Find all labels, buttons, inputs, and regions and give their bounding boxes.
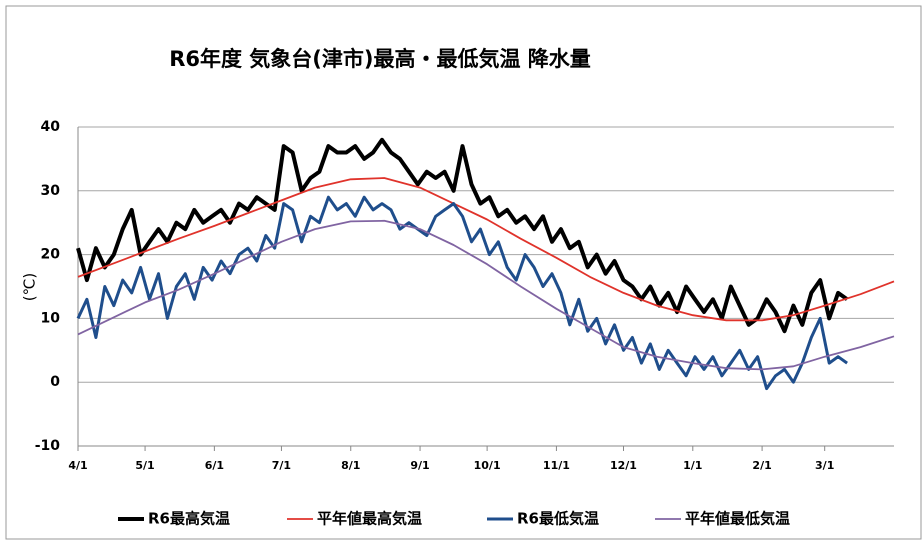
x-tick-label: 1/1 xyxy=(683,459,702,472)
frame xyxy=(5,5,922,540)
y-tick-label: 40 xyxy=(41,119,61,135)
y-tick-label: 20 xyxy=(41,247,61,263)
legend-label: 平年値最高気温 xyxy=(317,510,422,528)
y-tick-label: -10 xyxy=(35,438,61,454)
y-tick-label: 0 xyxy=(50,374,60,390)
y-tick-label: 10 xyxy=(41,310,61,326)
x-tick-label: 3/1 xyxy=(815,459,834,472)
x-tick-label: 6/1 xyxy=(205,459,224,472)
y-tick-label: 30 xyxy=(41,183,61,199)
series-line xyxy=(77,219,895,371)
legend-label: R6最低気温 xyxy=(517,510,599,528)
legend-label: 平年値最低気温 xyxy=(685,510,790,528)
x-tick-label: 10/1 xyxy=(474,459,501,472)
x-tick-label: 11/1 xyxy=(543,459,570,472)
legend-label: R6最高気温 xyxy=(148,510,230,528)
x-tick-label: 9/1 xyxy=(410,459,429,472)
series-line xyxy=(77,177,895,322)
y-axis-label: (℃) xyxy=(21,273,39,302)
x-tick-label: 12/1 xyxy=(610,459,637,472)
chart-title: R6年度 気象台(津市)最高・最低気温 降水量 xyxy=(169,47,591,71)
series-line xyxy=(76,195,848,391)
x-tick-label: 8/1 xyxy=(341,459,360,472)
x-tick-label: 5/1 xyxy=(135,459,154,472)
x-tick-label: 4/1 xyxy=(68,459,87,472)
x-tick-label: 7/1 xyxy=(272,459,291,472)
series-line xyxy=(76,137,849,334)
x-tick-label: 2/1 xyxy=(752,459,771,472)
